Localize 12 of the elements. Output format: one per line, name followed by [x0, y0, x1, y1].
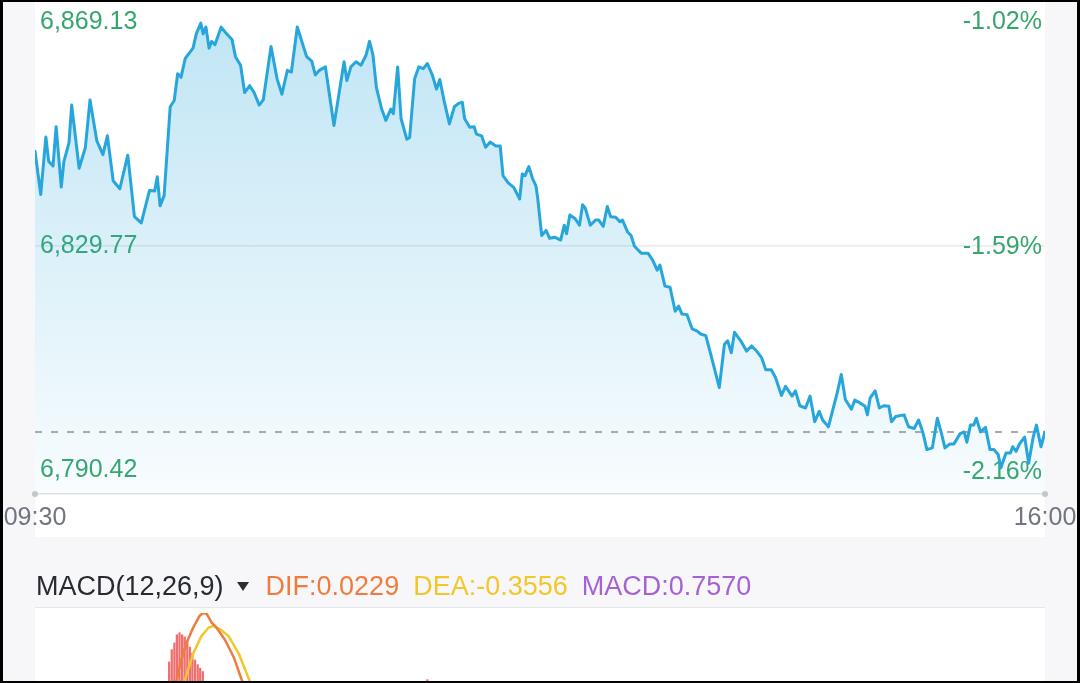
y-tick-label: 6,829.77	[40, 229, 138, 258]
y-tick-label: 6,790.42	[40, 453, 138, 482]
x-tick-label: 16:00	[1013, 502, 1077, 531]
text: DEA:-0.3556	[413, 570, 568, 602]
y2-tick-label: -2.16%	[962, 456, 1042, 485]
y2-tick-label: -1.59%	[962, 230, 1042, 259]
y-tick-label: 6,869.13	[40, 5, 138, 34]
chart-title: MACD(12,26,9)	[36, 570, 224, 602]
y2-tick-label: -1.02%	[962, 5, 1042, 34]
text: DIF:0.0229	[265, 570, 400, 602]
text: MACD:0.7570	[581, 570, 752, 602]
x-tick-label: 09:30	[3, 502, 67, 531]
